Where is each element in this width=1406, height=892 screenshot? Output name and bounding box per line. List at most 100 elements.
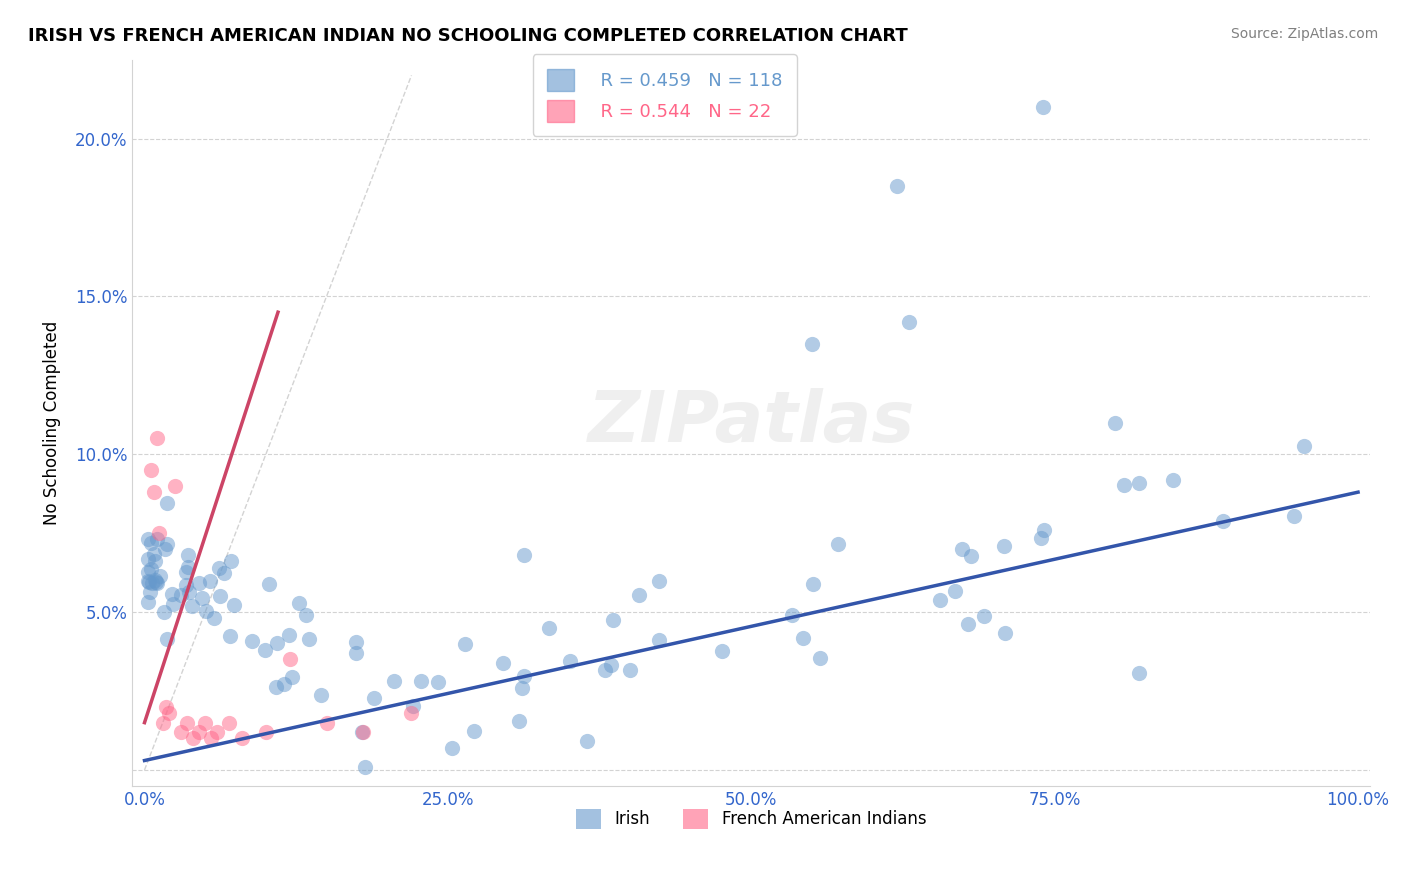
- Y-axis label: No Schooling Completed: No Schooling Completed: [44, 320, 60, 524]
- Irish: [191, 591, 214, 605]
- Irish: [1031, 100, 1053, 114]
- Irish: [136, 595, 159, 609]
- French American Indians: [170, 725, 193, 739]
- Irish: [139, 585, 162, 599]
- Irish: [240, 633, 263, 648]
- Irish: [943, 584, 966, 599]
- Irish: [513, 548, 536, 562]
- Irish: [441, 741, 464, 756]
- Irish: [174, 566, 197, 580]
- Irish: [264, 680, 287, 694]
- Irish: [222, 598, 245, 612]
- French American Indians: [207, 725, 229, 739]
- Irish: [602, 613, 624, 627]
- Irish: [363, 691, 385, 706]
- Irish: [492, 657, 515, 671]
- Irish: [558, 654, 581, 668]
- Irish: [463, 724, 485, 739]
- Irish: [309, 688, 332, 702]
- Irish: [149, 569, 172, 583]
- Irish: [1212, 515, 1234, 529]
- Irish: [188, 576, 211, 591]
- Irish: [886, 178, 908, 193]
- Text: IRISH VS FRENCH AMERICAN INDIAN NO SCHOOLING COMPLETED CORRELATION CHART: IRISH VS FRENCH AMERICAN INDIAN NO SCHOO…: [28, 27, 908, 45]
- French American Indians: [352, 725, 374, 739]
- Irish: [1104, 416, 1126, 430]
- Irish: [710, 644, 733, 658]
- Irish: [344, 646, 367, 660]
- Irish: [136, 574, 159, 588]
- Irish: [792, 631, 814, 645]
- Irish: [209, 589, 232, 603]
- Irish: [143, 573, 166, 587]
- Irish: [513, 668, 536, 682]
- Irish: [136, 552, 159, 566]
- Irish: [294, 607, 316, 622]
- French American Indians: [152, 715, 174, 730]
- Text: Source: ZipAtlas.com: Source: ZipAtlas.com: [1230, 27, 1378, 41]
- Irish: [576, 734, 599, 748]
- Irish: [281, 670, 304, 684]
- French American Indians: [278, 652, 301, 666]
- Irish: [142, 547, 165, 561]
- Irish: [160, 587, 183, 601]
- Irish: [155, 632, 177, 647]
- Irish: [155, 541, 177, 556]
- Text: ZIPatlas: ZIPatlas: [588, 388, 915, 458]
- French American Indians: [176, 715, 198, 730]
- Irish: [152, 605, 174, 619]
- Irish: [1128, 475, 1150, 490]
- Irish: [177, 559, 200, 574]
- Irish: [138, 532, 160, 546]
- Irish: [346, 635, 368, 649]
- French American Indians: [231, 731, 253, 746]
- Irish: [176, 548, 198, 562]
- Irish: [219, 629, 242, 643]
- French American Indians: [163, 479, 186, 493]
- Irish: [288, 596, 311, 610]
- Irish: [1029, 532, 1052, 546]
- French American Indians: [200, 731, 222, 746]
- French American Indians: [157, 706, 180, 721]
- Irish: [204, 611, 226, 625]
- Irish: [221, 554, 243, 568]
- Irish: [619, 663, 641, 677]
- Irish: [266, 635, 288, 649]
- Irish: [409, 673, 432, 688]
- Irish: [143, 554, 166, 568]
- Irish: [827, 537, 849, 551]
- Irish: [538, 621, 561, 635]
- Irish: [1032, 524, 1054, 538]
- Irish: [993, 539, 1015, 553]
- Irish: [254, 643, 277, 657]
- Irish: [257, 577, 280, 591]
- Irish: [898, 315, 921, 329]
- Legend: Irish, French American Indians: Irish, French American Indians: [569, 802, 934, 836]
- Irish: [146, 575, 169, 590]
- Irish: [1282, 508, 1305, 523]
- Irish: [957, 616, 980, 631]
- Irish: [1114, 478, 1136, 492]
- Irish: [354, 760, 377, 774]
- Irish: [510, 681, 533, 695]
- Irish: [600, 657, 623, 672]
- French American Indians: [401, 706, 423, 721]
- Irish: [170, 588, 193, 602]
- Irish: [454, 637, 477, 651]
- French American Indians: [194, 715, 217, 730]
- French American Indians: [148, 526, 170, 541]
- French American Indians: [145, 432, 167, 446]
- Irish: [145, 575, 167, 590]
- French American Indians: [181, 731, 204, 746]
- Irish: [208, 561, 231, 575]
- Irish: [808, 651, 831, 665]
- French American Indians: [254, 725, 277, 739]
- Irish: [382, 673, 405, 688]
- Irish: [195, 605, 218, 619]
- Irish: [181, 599, 204, 613]
- French American Indians: [155, 699, 177, 714]
- Irish: [141, 576, 163, 591]
- Irish: [174, 578, 197, 592]
- Irish: [959, 549, 981, 563]
- Irish: [156, 496, 179, 510]
